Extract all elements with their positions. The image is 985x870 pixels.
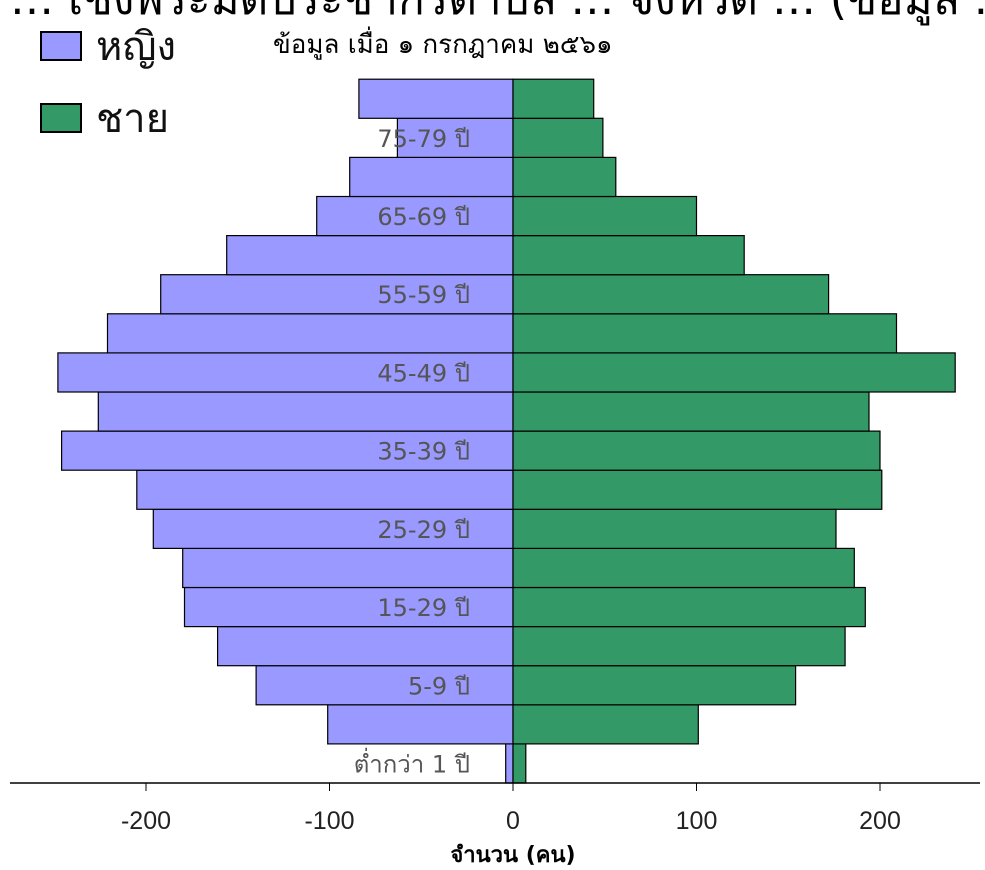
x-tick-label-0: -200 (121, 807, 171, 835)
bar-male-2 (512, 665, 797, 706)
bar-male-7 (512, 469, 883, 510)
age-label-8: 35-39 ปี (377, 438, 470, 466)
age-label-4: 15-29 ปี (377, 594, 470, 622)
bar-female-5 (182, 547, 514, 589)
bar-female-8 (60, 430, 514, 471)
bar-male-4 (512, 586, 866, 628)
x-axis-ticks: -200 -100 0 100 200 (121, 783, 901, 835)
bar-female-0 (505, 743, 514, 784)
legend-label-female: หญิง (96, 24, 176, 70)
bar-female-9 (97, 391, 514, 432)
bar-male-17 (512, 78, 595, 119)
legend-item-female: หญิง (40, 14, 176, 78)
age-label-16: 75-79 ปี (377, 125, 470, 153)
bar-female-15 (349, 156, 514, 198)
x-tick-label-2: 0 (506, 807, 520, 835)
age-labels-layer: ต่ำกว่า 1 ปี 5-9 ปี 15-29 ปี 25-29 ปี 35-39 … (354, 125, 470, 779)
bar-female-12 (160, 274, 514, 315)
legend-label-male: ชาย (96, 96, 170, 142)
bar-female-11 (106, 313, 514, 354)
bar-male-16 (512, 117, 604, 159)
bar-female-10 (57, 352, 514, 393)
age-label-12: 55-59 ปี (377, 281, 470, 309)
x-axis-title: จำนวน (คน) (450, 843, 575, 868)
bar-male-14 (512, 195, 698, 237)
legend-item-male: ชาย (40, 86, 169, 150)
age-label-2: 5-9 ปี (408, 672, 470, 700)
bar-male-1 (512, 704, 699, 745)
age-label-0: ต่ำกว่า 1 ปี (354, 748, 470, 779)
bars-layer (57, 78, 956, 784)
bar-female-7 (136, 469, 514, 510)
bar-male-6 (512, 508, 837, 549)
x-tick-label-3: 100 (676, 807, 718, 835)
bar-male-15 (512, 156, 617, 198)
bar-female-17 (358, 78, 514, 119)
bar-female-2 (255, 665, 514, 706)
bar-male-3 (512, 625, 846, 667)
bar-male-13 (512, 235, 745, 276)
bar-male-5 (512, 547, 855, 589)
x-tick-label-1: -100 (304, 807, 354, 835)
page-header: … เชิงพีระมิดประชากรตำบล … จังหวัด … (ข้… (0, 0, 985, 30)
bar-male-10 (512, 352, 956, 393)
age-label-14: 65-69 ปี (377, 203, 470, 231)
bar-male-8 (512, 430, 881, 471)
bar-female-13 (226, 235, 514, 276)
legend-swatch-female (40, 31, 82, 61)
age-label-10: 45-49 ปี (377, 359, 470, 387)
chart-subtitle: ข้อมูล เมื่อ ๑ กรกฎาคม ๒๕๖๑ (273, 30, 613, 60)
page-title: … เชิงพีระมิดประชากรตำบล … จังหวัด … (ข้… (10, 0, 985, 30)
bar-male-12 (512, 274, 830, 315)
bar-male-0 (512, 743, 527, 784)
bar-male-11 (512, 313, 898, 354)
x-tick-label-4: 200 (859, 807, 901, 835)
bar-male-9 (512, 391, 870, 432)
age-label-6: 25-29 ปี (377, 516, 470, 544)
legend-swatch-male (40, 103, 82, 133)
bar-female-1 (327, 704, 514, 745)
bar-female-3 (217, 625, 514, 667)
